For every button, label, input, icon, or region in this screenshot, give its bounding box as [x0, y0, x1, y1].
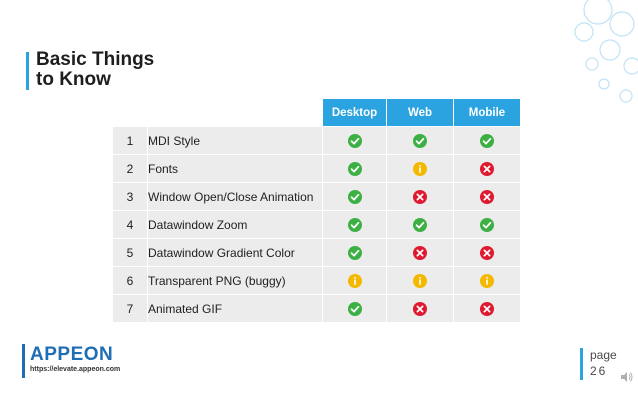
feature-name: Animated GIF: [147, 294, 323, 323]
table-header-row: Desktop Web Mobile: [112, 98, 521, 127]
feature-name: Datawindow Gradient Color: [147, 238, 323, 267]
cross-icon: [480, 161, 494, 176]
web-status-cell: [386, 126, 454, 155]
table-row: 2 Fonts: [112, 154, 521, 183]
logo-url: https://elevate.appeon.com: [30, 366, 121, 373]
check-icon: [347, 161, 362, 176]
mobile-status-cell: [453, 210, 521, 239]
page-number: 26: [590, 364, 608, 378]
web-status-cell: [386, 210, 454, 239]
check-icon: [347, 245, 362, 260]
cross-icon: [480, 245, 494, 260]
feature-name: Fonts: [147, 154, 323, 183]
check-icon: [413, 217, 427, 232]
slide-title-line1: Basic Things: [36, 49, 155, 70]
web-status-cell: [386, 238, 454, 267]
feature-name: Transparent PNG (buggy): [147, 266, 323, 295]
web-status-cell: [386, 182, 454, 211]
feature-support-table: Desktop Web Mobile 1 MDI Style 2 Fonts 3 Wind…: [112, 98, 521, 323]
check-icon: [347, 217, 362, 232]
cross-icon: [480, 301, 494, 316]
info-icon: [347, 273, 362, 288]
mobile-status-cell: [453, 266, 521, 295]
feature-name: MDI Style: [147, 126, 323, 155]
logo-accent-bar: [22, 344, 25, 378]
check-icon: [347, 301, 362, 316]
check-icon: [347, 133, 362, 148]
row-number: 5: [112, 238, 148, 267]
web-status-cell: [386, 154, 454, 183]
cross-icon: [413, 189, 427, 204]
check-icon: [413, 133, 427, 148]
mobile-status-cell: [453, 238, 521, 267]
desktop-status-cell: [322, 154, 387, 183]
row-number: 7: [112, 294, 148, 323]
row-number: 3: [112, 182, 148, 211]
desktop-status-cell: [322, 182, 387, 211]
decorative-circle-pattern-icon: [574, 0, 638, 103]
desktop-status-cell: [322, 238, 387, 267]
title-accent-bar: [26, 52, 29, 90]
row-number: 1: [112, 126, 148, 155]
table-row: 4 Datawindow Zoom: [112, 210, 521, 239]
info-icon: [480, 273, 494, 288]
desktop-status-cell: [322, 210, 387, 239]
mobile-status-cell: [453, 294, 521, 323]
check-icon: [480, 133, 494, 148]
check-icon: [347, 189, 362, 204]
header-mobile: Mobile: [453, 98, 521, 127]
row-number: 2: [112, 154, 148, 183]
table-row: 5 Datawindow Gradient Color: [112, 238, 521, 267]
page-label: page: [590, 348, 617, 362]
slide-title: Basic Things to Know: [36, 50, 154, 90]
desktop-status-cell: [322, 294, 387, 323]
table-row: 1 MDI Style: [112, 126, 521, 155]
header-web: Web: [386, 98, 454, 127]
info-icon: [413, 273, 427, 288]
logo-text: APPEON: [30, 344, 114, 365]
speaker-icon[interactable]: [620, 370, 634, 384]
header-desktop: Desktop: [322, 98, 387, 127]
cross-icon: [413, 301, 427, 316]
desktop-status-cell: [322, 266, 387, 295]
feature-name: Window Open/Close Animation: [147, 182, 323, 211]
row-number: 6: [112, 266, 148, 295]
info-icon: [413, 161, 427, 176]
web-status-cell: [386, 294, 454, 323]
header-blank-num: [112, 98, 148, 127]
check-icon: [480, 217, 494, 232]
web-status-cell: [386, 266, 454, 295]
header-blank-feature: [147, 98, 323, 127]
table-row: 6 Transparent PNG (buggy): [112, 266, 521, 295]
appeon-logo: APPEON https://elevate.appeon.com: [22, 344, 122, 378]
page-accent-bar: [580, 348, 583, 380]
cross-icon: [413, 245, 427, 260]
slide-title-line2: to Know: [36, 69, 111, 90]
table-row: 3 Window Open/Close Animation: [112, 182, 521, 211]
mobile-status-cell: [453, 126, 521, 155]
mobile-status-cell: [453, 182, 521, 211]
desktop-status-cell: [322, 126, 387, 155]
cross-icon: [480, 189, 494, 204]
feature-name: Datawindow Zoom: [147, 210, 323, 239]
row-number: 4: [112, 210, 148, 239]
table-row: 7 Animated GIF: [112, 294, 521, 323]
mobile-status-cell: [453, 154, 521, 183]
